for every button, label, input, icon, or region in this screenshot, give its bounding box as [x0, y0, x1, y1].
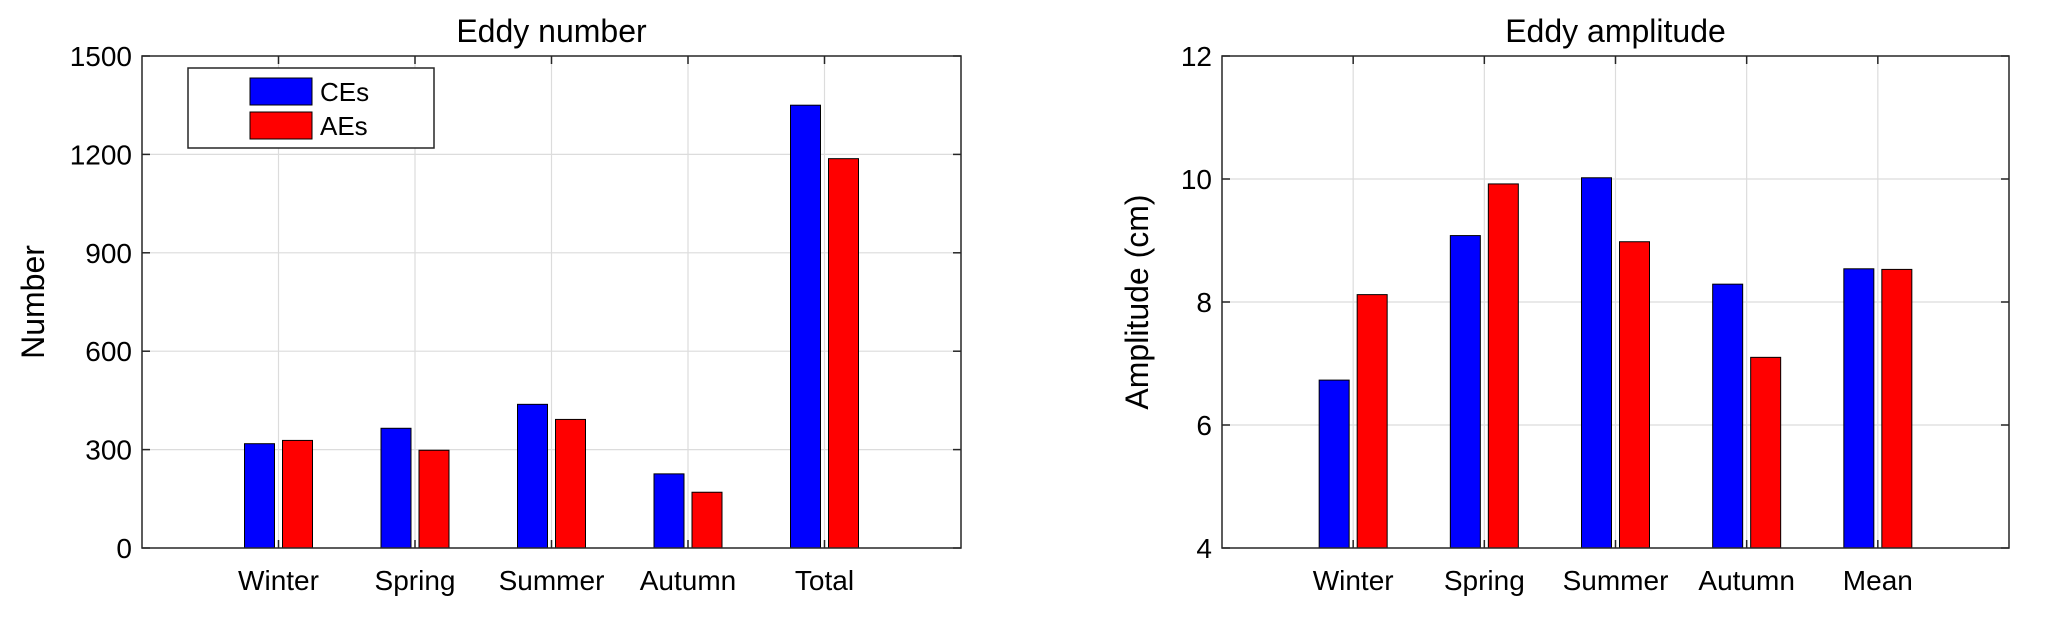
y-tick-label: 8: [1196, 287, 1212, 318]
x-tick-label: Autumn: [1698, 565, 1795, 596]
bar-aes-winter: [1356, 294, 1388, 549]
bar-ces-summer: [1581, 177, 1612, 549]
bar-aes-autumn: [1750, 356, 1782, 549]
x-tick-label: Winter: [1313, 565, 1394, 596]
y-tick-label: 4: [1196, 533, 1212, 564]
x-tick-label: Spring: [375, 565, 456, 596]
bar-aes-winter: [282, 439, 313, 549]
y-axis-label: Amplitude (cm): [1119, 194, 1155, 409]
y-tick-label: 0: [116, 533, 132, 564]
eddy-amplitude-chart: 4 6 8 10 12 Winter Spring Summer Autumn Mean Eddy …: [1119, 13, 2010, 596]
y-tick-label: 300: [85, 435, 132, 466]
bar-aes-summer: [555, 418, 586, 549]
x-tick-label: Total: [795, 565, 854, 596]
y-axis-label: Number: [15, 245, 51, 359]
y-tick-label: 12: [1181, 41, 1212, 72]
bar-ces-mean: [1843, 268, 1875, 549]
x-tick-label: Summer: [499, 565, 605, 596]
y-tick-label: 6: [1196, 410, 1212, 441]
legend-label-ces: CEs: [320, 77, 369, 107]
legend-label-aes: AEs: [320, 111, 368, 141]
y-tick-label: 600: [85, 336, 132, 367]
bar-ces-autumn: [1712, 283, 1744, 549]
chart-title: Eddy number: [456, 13, 647, 49]
bar-aes-summer: [1619, 241, 1650, 549]
bar-aes-total: [828, 158, 859, 549]
y-tick-label: 1200: [70, 139, 132, 170]
y-tick-label: 10: [1181, 164, 1212, 195]
x-tick-label: Autumn: [640, 565, 737, 596]
x-tick-label: Winter: [238, 565, 319, 596]
bar-aes-spring: [418, 449, 450, 549]
bar-ces-spring: [1449, 235, 1481, 549]
legend-swatch-ces: [249, 77, 313, 106]
bar-ces-winter: [244, 443, 275, 549]
x-tick-label: Summer: [1563, 565, 1669, 596]
bar-ces-winter: [1318, 379, 1350, 549]
y-tick-label: 900: [85, 238, 132, 269]
bar-aes-mean: [1881, 268, 1913, 549]
chart-title: Eddy amplitude: [1505, 13, 1726, 49]
bar-ces-autumn: [653, 473, 685, 549]
bar-aes-autumn: [691, 491, 723, 549]
legend-swatch-aes: [249, 111, 313, 140]
x-tick-label: Spring: [1444, 565, 1525, 596]
eddy-number-chart: 0 300 600 900 1200 1500 Winter Spring Summer Autu…: [15, 13, 962, 596]
bar-ces-total: [790, 104, 821, 549]
bar-ces-summer: [517, 403, 548, 549]
bar-ces-spring: [380, 427, 412, 549]
y-tick-label: 1500: [70, 41, 132, 72]
x-tick-label: Mean: [1843, 565, 1913, 596]
bar-aes-spring: [1487, 183, 1519, 549]
